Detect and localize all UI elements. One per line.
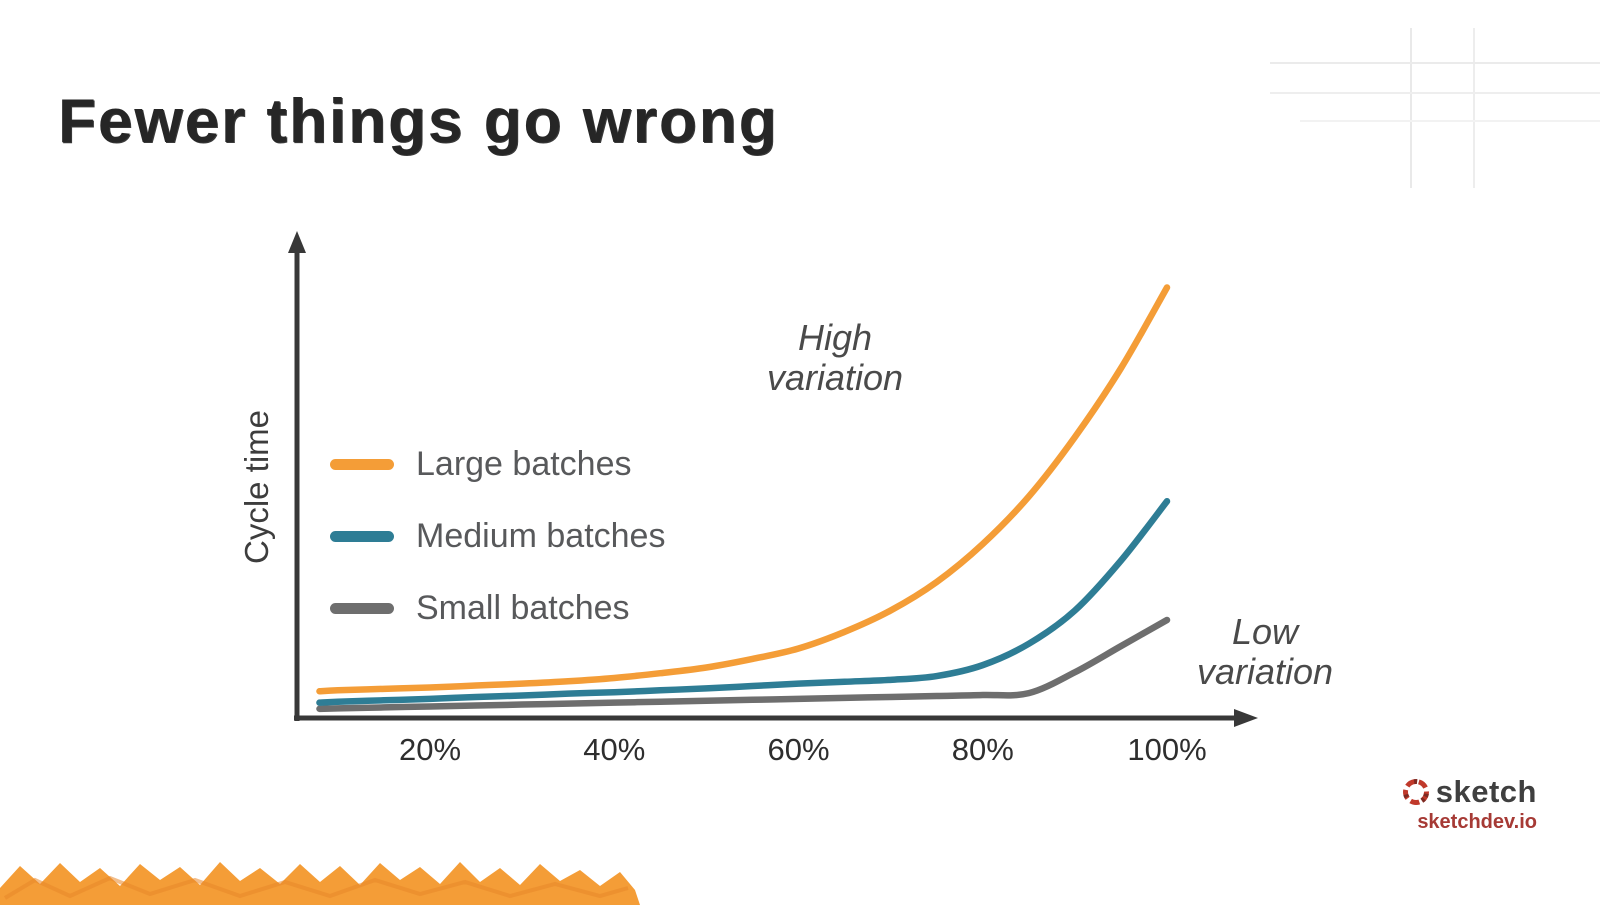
- y-axis-arrow-icon: [288, 231, 306, 253]
- x-axis-arrow-icon: [1234, 709, 1258, 727]
- cycle-time-chart: 20% 40% 60% 80% 100%: [288, 231, 1258, 767]
- annotation-low-variation: Low variation: [1196, 611, 1334, 693]
- orange-scribble-decoration: [0, 862, 640, 905]
- annotation-high-variation: High variation: [766, 317, 904, 399]
- grid-line: [1473, 28, 1475, 188]
- legend-label: Large batches: [416, 444, 632, 483]
- brand-row: sketch: [1401, 774, 1537, 810]
- large-batches-swatch: [330, 458, 394, 470]
- grid-line: [1300, 120, 1600, 122]
- x-tick-label: 40%: [583, 732, 645, 767]
- series-line-medium-batches: [316, 498, 1171, 706]
- legend-label: Medium batches: [416, 516, 666, 555]
- sketch-logo-icon: [1402, 779, 1429, 805]
- series-line-large-batches: [316, 284, 1171, 695]
- decorative-grid: [1270, 0, 1600, 200]
- legend-label: Small batches: [416, 588, 630, 627]
- x-tick-label: 100%: [1127, 732, 1206, 767]
- x-tick-label: 80%: [952, 732, 1014, 767]
- brand-name: sketch: [1435, 774, 1537, 809]
- grid-line: [1410, 28, 1412, 188]
- legend-item-small-batches: Small batches: [330, 586, 665, 630]
- legend-item-medium-batches: Medium batches: [330, 514, 665, 558]
- y-axis-label: Cycle time: [238, 409, 275, 565]
- slide-title: Fewer things go wrong: [58, 87, 779, 156]
- chart-legend: Large batches Medium batches Small batch…: [330, 442, 665, 630]
- brand-block: sketch sketchdev.io: [1392, 774, 1537, 834]
- medium-batches-swatch: [330, 530, 394, 542]
- grid-line: [1270, 92, 1600, 94]
- x-tick-label: 60%: [767, 732, 829, 767]
- series-line-small-batches: [316, 616, 1171, 713]
- legend-item-large-batches: Large batches: [330, 442, 665, 486]
- grid-line: [1270, 62, 1600, 64]
- small-batches-swatch: [330, 602, 394, 614]
- series-layer: [316, 284, 1171, 713]
- x-tick-label: 20%: [399, 732, 461, 767]
- x-tick-layer: 20% 40% 60% 80% 100%: [399, 732, 1207, 767]
- brand-domain: sketchdev.io: [1417, 811, 1537, 833]
